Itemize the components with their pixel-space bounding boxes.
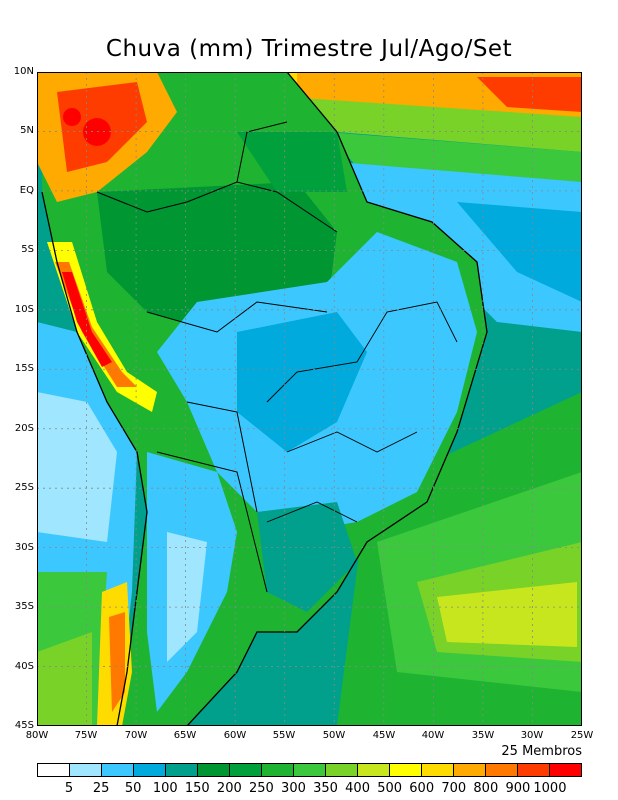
lat-label-15s: 15S — [14, 363, 34, 374]
legend-swatch — [262, 764, 294, 776]
legend-swatch — [102, 764, 134, 776]
legend-tick: 500 — [377, 781, 403, 796]
legend-swatch — [134, 764, 166, 776]
legend-swatch — [294, 764, 326, 776]
legend-tick: 50 — [124, 781, 142, 796]
brazil-state-borders-2 — [286, 431, 418, 453]
legend-swatch — [198, 764, 230, 776]
caribbean-wet-core — [477, 77, 582, 112]
southern-brazil — [257, 502, 357, 612]
andes-red — [62, 272, 112, 367]
legend-tick: 300 — [281, 781, 306, 796]
lat-label-5n: 5N — [20, 125, 34, 136]
legend-tick: 1000 — [533, 781, 567, 796]
argentina-border — [156, 451, 268, 593]
legend-tick: 350 — [313, 781, 338, 796]
lon-label-70w: 70W — [124, 730, 148, 741]
legend-tick-labels: 5 25 50 100 150 200 250 300 350 400 500 600 700 800 90… — [37, 781, 582, 797]
central-brazil-core — [237, 312, 367, 452]
chile-wet-core — [109, 612, 125, 712]
legend-tick: 700 — [441, 781, 467, 796]
legend-tick: 100 — [152, 781, 178, 796]
lat-label-20s: 20S — [14, 423, 34, 434]
lon-label-75w: 75W — [74, 730, 98, 741]
bolivia-paraguay-border — [186, 401, 258, 513]
lon-label-45w: 45W — [372, 730, 396, 741]
coastline — [41, 72, 488, 726]
itcz-edge — [327, 132, 582, 182]
legend-swatch — [70, 764, 102, 776]
guianas — [237, 132, 347, 192]
legend-tick: 25 — [92, 781, 110, 796]
lat-label-eq: EQ — [19, 185, 34, 196]
lat-label-40s: 40S — [14, 661, 34, 672]
legend-swatch — [326, 764, 358, 776]
lon-label-60w: 60W — [223, 730, 247, 741]
lon-label-40w: 40W — [421, 730, 445, 741]
lon-label-55w: 55W — [272, 730, 296, 741]
itcz-band — [287, 97, 582, 152]
lat-label-10n: 10N — [13, 66, 34, 77]
legend-tick: 600 — [409, 781, 435, 796]
lat-lon-grid — [37, 72, 582, 726]
rainfall-map — [37, 72, 582, 726]
pacific-south-wet — [37, 632, 92, 726]
map-panel — [37, 72, 582, 726]
legend-tick: 5 — [64, 781, 74, 796]
equatorial-atlantic-core — [457, 202, 582, 302]
map-frame — [37, 72, 582, 726]
lon-label-30w: 30W — [520, 730, 544, 741]
brazil-state-borders-3 — [266, 501, 358, 523]
legend-tick: 900 — [505, 781, 531, 796]
lon-label-50w: 50W — [322, 730, 346, 741]
members-label: 25 Membros — [501, 744, 582, 759]
lon-label-65w: 65W — [173, 730, 197, 741]
colombia-max — [83, 118, 111, 146]
legend-swatch — [358, 764, 390, 776]
legend-swatch — [454, 764, 486, 776]
legend-swatch — [550, 764, 581, 776]
lat-label-35s: 35S — [14, 601, 34, 612]
legend-tick: 200 — [216, 781, 242, 796]
pacific-dry — [37, 392, 117, 542]
legend-tick: 800 — [473, 781, 499, 796]
lat-label-5s: 5S — [21, 244, 34, 255]
lat-label-25s: 25S — [14, 482, 34, 493]
colombia-max-2 — [63, 108, 81, 126]
amazon-north-border — [96, 181, 338, 233]
color-legend — [37, 763, 582, 777]
legend-swatch — [518, 764, 550, 776]
legend-swatch — [390, 764, 422, 776]
lat-label-10s: 10S — [14, 304, 34, 315]
brazil-state-borders — [266, 301, 458, 403]
south-atlantic-core — [437, 582, 577, 647]
bolivia-peru-border — [146, 301, 328, 333]
legend-swatch — [422, 764, 454, 776]
map-title: Chuva (mm) Trimestre Jul/Ago/Set — [105, 36, 513, 62]
lat-label-45s: 45S — [14, 720, 34, 731]
legend-tick: 250 — [248, 781, 274, 796]
lat-label-30s: 30S — [14, 542, 34, 553]
legend-tick: 400 — [345, 781, 370, 796]
lon-label-25w: 25W — [570, 730, 594, 741]
legend-swatch — [166, 764, 198, 776]
legend-swatch — [38, 764, 70, 776]
patagonia-dry — [167, 532, 207, 662]
venezuela-border — [236, 121, 288, 183]
legend-swatch — [230, 764, 262, 776]
legend-swatch — [486, 764, 518, 776]
legend-tick: 150 — [184, 781, 210, 796]
lon-label-80w: 80W — [25, 730, 49, 741]
lon-label-35w: 35W — [471, 730, 495, 741]
